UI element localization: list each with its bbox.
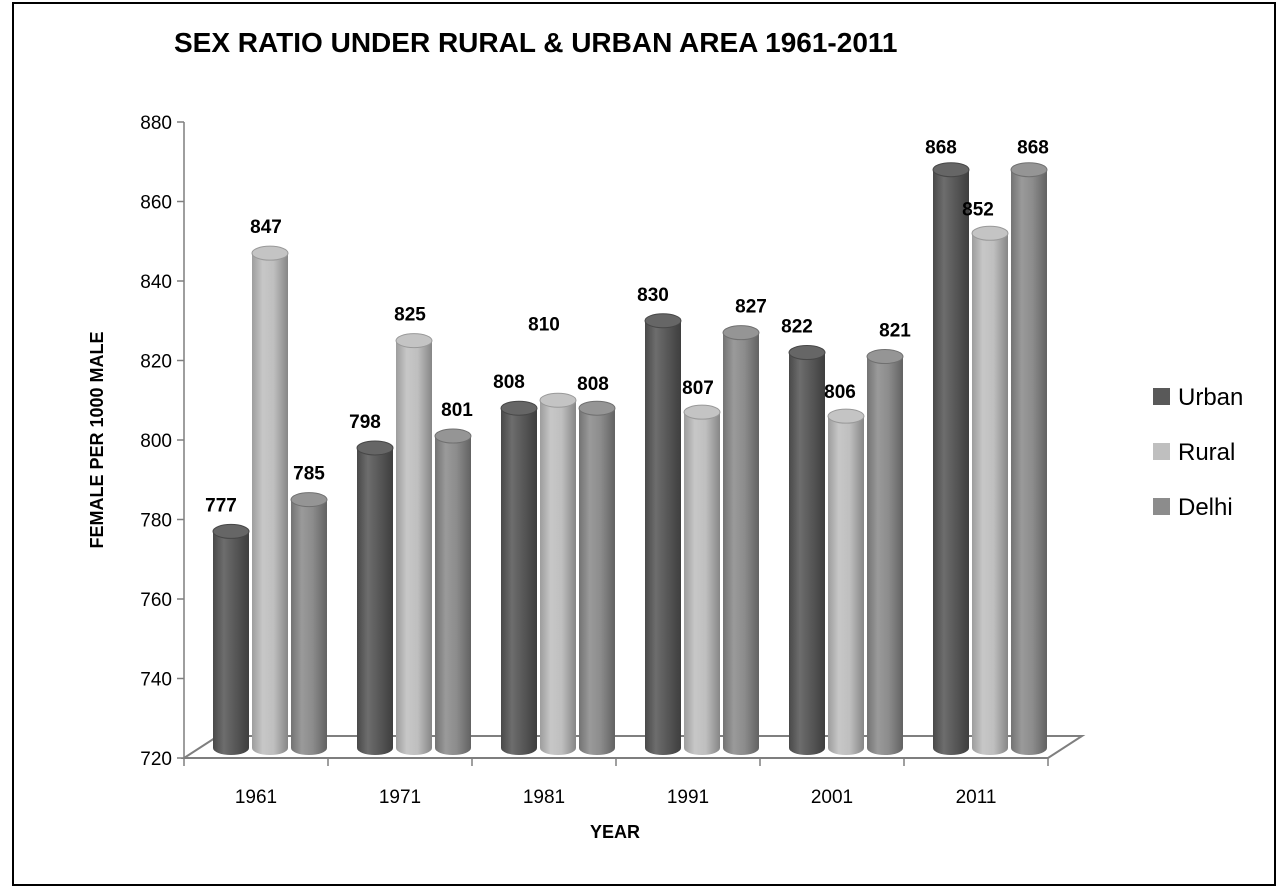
data-label-urban-2011: 868 [925,138,957,159]
y-tick-label: 820 [140,352,172,373]
bar-body [933,169,969,755]
bar-body [828,416,864,755]
bar-delhi-1981 [578,400,616,755]
bar-body [213,531,249,755]
chart-title: SEX RATIO UNDER RURAL & URBAN AREA 1961-… [174,27,898,58]
bar-body [540,400,576,755]
bar-delhi-2001 [866,349,904,755]
legend-swatch-urban [1153,388,1170,405]
data-label-urban-1991: 830 [637,285,669,306]
bar-top [827,408,865,424]
y-tick-label: 840 [140,272,172,293]
bar-urban-2011 [932,162,970,755]
legend-label-rural: Rural [1178,439,1235,466]
bar-top [356,440,394,456]
data-label-delhi-1991: 827 [735,297,767,318]
bar-delhi-1991 [722,325,760,755]
bar-top [251,245,289,261]
bar-body [501,408,537,755]
bar-body [252,253,288,756]
data-label-delhi-2001: 821 [879,321,911,342]
bar-urban-1961 [212,523,250,755]
legend-label-delhi: Delhi [1178,494,1233,521]
plot-area: 720 740 760 780 800 820 840 860 880 1961 1971 1981 1… [140,113,1086,808]
bar-top [644,313,682,329]
data-label-rural-2011: 852 [962,199,994,220]
legend: Urban Rural Delhi [1153,384,1243,521]
y-tick-label: 780 [140,511,172,532]
bar-body [972,233,1008,756]
data-label-urban-2001: 822 [781,317,813,338]
bar-urban-1971 [356,440,394,755]
data-label-delhi-1981: 808 [577,374,609,395]
legend-swatch-delhi [1153,498,1170,515]
data-label-rural-1961: 847 [250,217,282,238]
bar-delhi-2011 [1010,162,1048,755]
bar-top [722,325,760,341]
bar-urban-1991 [644,313,682,755]
y-tick-label: 720 [140,749,172,770]
y-tick-label: 880 [140,113,172,134]
y-axis-title: FEMALE PER 1000 MALE [87,331,107,548]
x-tick-label: 2001 [811,787,853,808]
data-label-delhi-1961: 785 [293,464,325,485]
bar-top [971,225,1009,241]
bar-rural-1961 [251,245,289,756]
bar-rural-2001 [827,408,865,755]
bar-delhi-1971 [434,428,472,755]
x-tick-label: 1971 [379,787,421,808]
data-label-rural-1991: 807 [682,378,714,399]
x-tick-label: 1961 [235,787,277,808]
data-label-rural-1971: 825 [394,305,426,326]
data-label-rural-1981: 810 [528,314,560,335]
bar-top [434,428,472,444]
bar-rural-2011 [971,225,1009,756]
bar-top [932,162,970,178]
y-tick-label: 800 [140,431,172,452]
bar-top [683,404,721,420]
x-axis-title: YEAR [590,822,640,842]
bar-body [396,340,432,755]
bar-urban-1981 [500,400,538,755]
data-label-delhi-1971: 801 [441,400,473,421]
y-tick-label: 760 [140,590,172,611]
bar-body [435,436,471,755]
bar-body [684,412,720,755]
y-tick-label: 860 [140,193,172,214]
x-tick-label: 1991 [667,787,709,808]
y-tick-label: 740 [140,670,172,691]
bar-body [789,352,825,755]
data-label-urban-1981: 808 [493,372,525,393]
bar-top [788,345,826,361]
bar-delhi-1961 [290,492,328,755]
bar-body [579,408,615,755]
x-tick-label: 2011 [956,787,997,808]
bar-body [723,332,759,755]
bar-body [357,447,393,755]
bar-top [290,492,328,508]
bar-top [212,523,250,539]
legend-swatch-rural [1153,443,1170,460]
bar-top [1010,162,1048,178]
bar-top [578,400,616,416]
bar-body [867,356,903,755]
data-label-rural-2001: 806 [824,382,856,403]
bar-rural-1981 [539,392,577,755]
data-label-urban-1961: 777 [205,495,237,516]
bar-top [500,400,538,416]
bar-body [645,320,681,755]
bar-rural-1991 [683,404,721,755]
bar-top [866,349,904,365]
bar-top [395,333,433,349]
bar-body [291,499,327,755]
bar-rural-1971 [395,333,433,755]
bar-body [1011,169,1047,755]
x-tick-label: 1981 [523,787,565,808]
bar-urban-2001 [788,345,826,755]
bar-top [539,392,577,408]
data-label-delhi-2011: 868 [1017,138,1049,159]
legend-label-urban: Urban [1178,384,1243,411]
data-label-urban-1971: 798 [349,412,381,433]
